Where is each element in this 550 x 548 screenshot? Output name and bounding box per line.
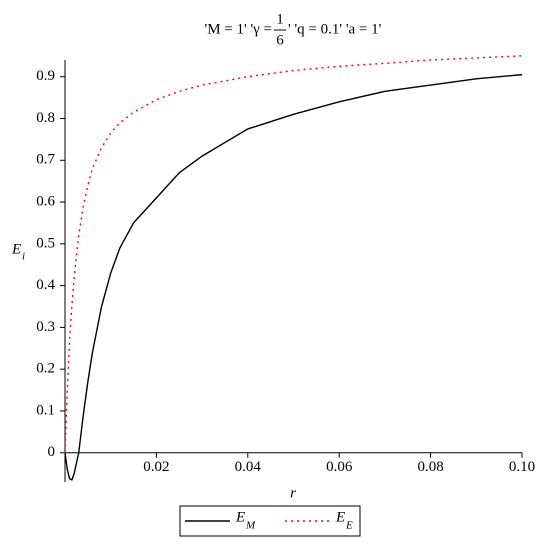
x-tick-label: 0.06 [326, 459, 353, 475]
title-after: ' 'q = 0.1' 'a = 1' [288, 21, 382, 37]
x-tick-label: 0.04 [235, 459, 262, 475]
legend-label-sub: M [245, 520, 256, 532]
title-numerator: 1 [276, 11, 284, 27]
title: 'M = 1' 'γ = 1 6 ' 'q = 0.1' 'a = 1' [205, 11, 382, 48]
series-line [64, 55, 523, 453]
legend-label-sub: E [345, 520, 353, 532]
y-tick-label: 0.8 [36, 110, 55, 126]
y-tick-label: 0.5 [36, 235, 55, 251]
legend-box [179, 505, 361, 537]
title-denominator: 6 [276, 32, 284, 48]
y-tick-label: 0.4 [36, 277, 55, 293]
x-tick-label: 0.10 [509, 459, 535, 475]
series-line [64, 73, 523, 481]
x-tick-label: 0.08 [417, 459, 443, 475]
title-before: 'M = 1' 'γ = [205, 21, 273, 37]
y-tick-label: 0 [48, 444, 56, 460]
y-tick-label: 0.7 [36, 152, 55, 168]
y-axis-label-sub: i [22, 251, 25, 263]
x-tick-label: 0.02 [143, 459, 169, 475]
y-tick-label: 0.2 [36, 361, 55, 377]
y-tick-label: 0.1 [36, 402, 55, 418]
x-axis-label: r [290, 485, 296, 501]
legend-label: E [335, 509, 345, 525]
legend-label: E [235, 509, 245, 525]
y-tick-label: 0.6 [36, 193, 55, 209]
y-axis-label: E [11, 241, 21, 257]
y-tick-label: 0.3 [36, 319, 55, 335]
y-tick-label: 0.9 [36, 68, 55, 84]
